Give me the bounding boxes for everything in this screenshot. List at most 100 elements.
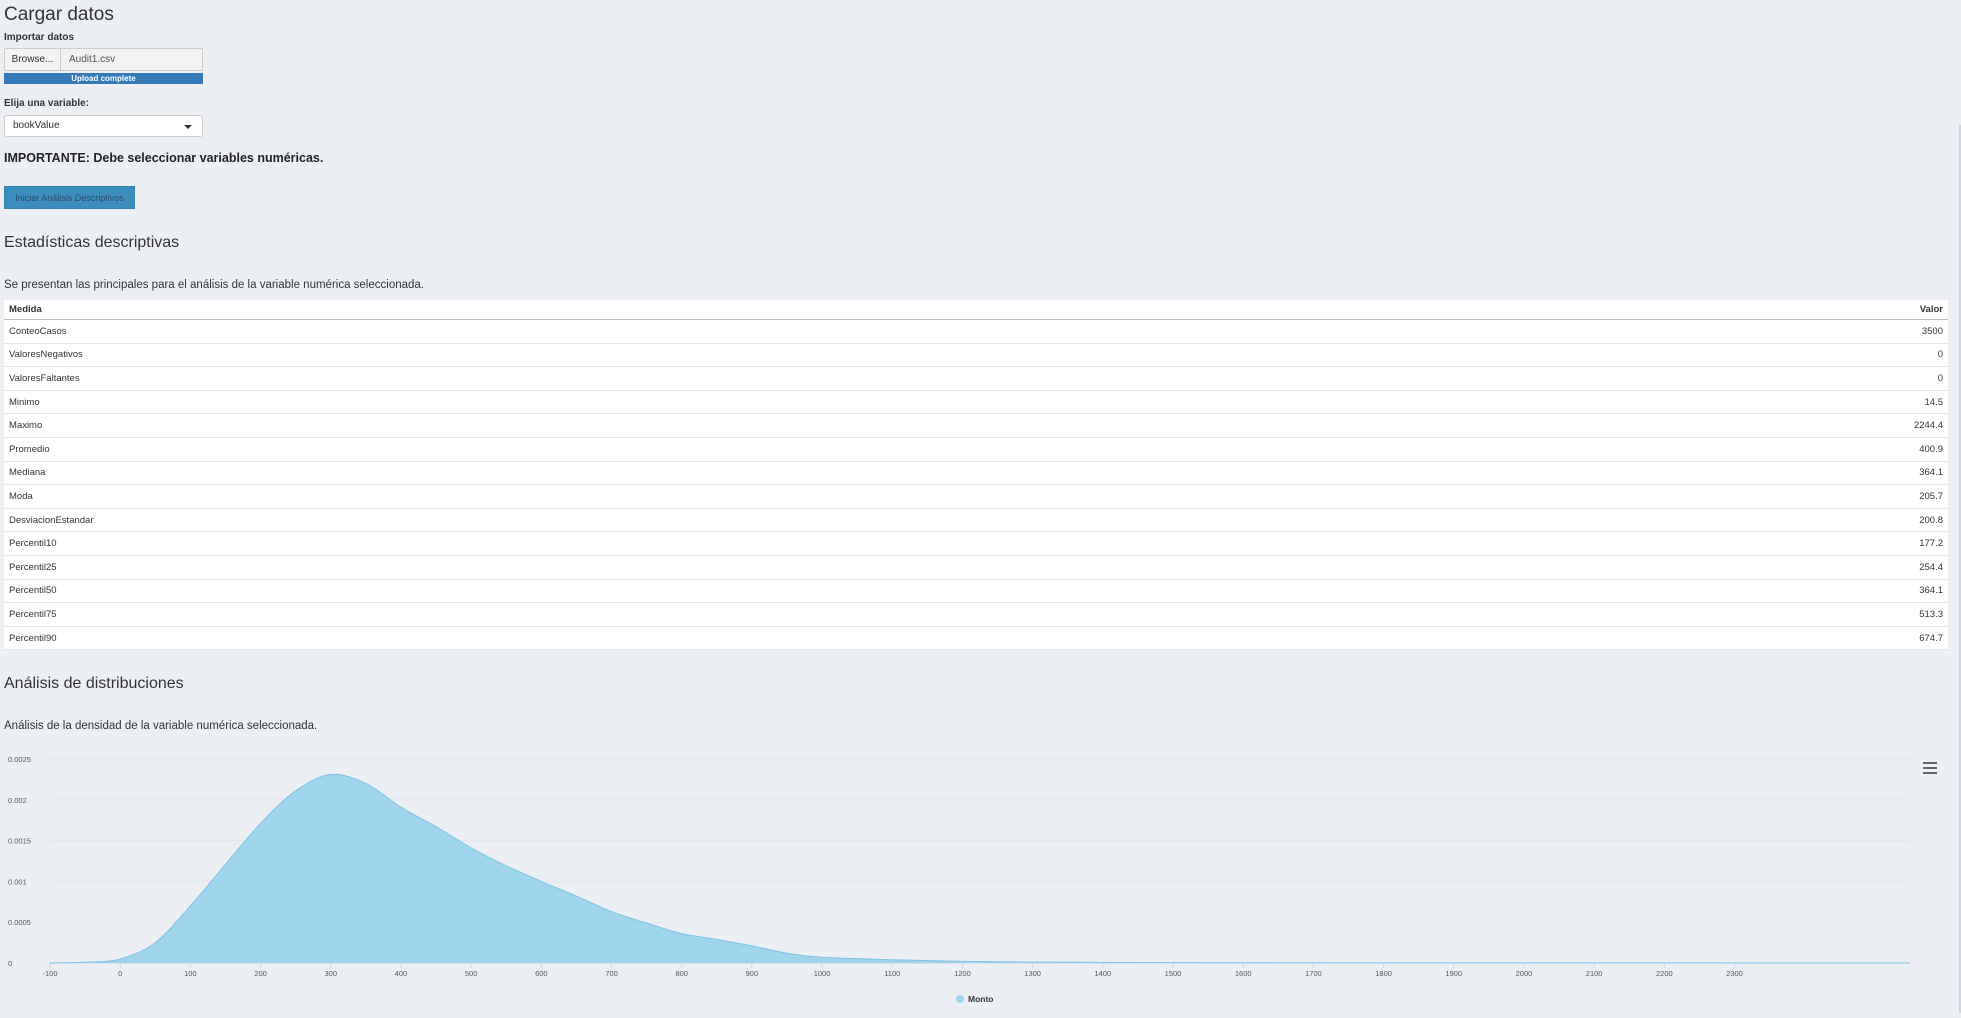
cell-valor: 400.9 bbox=[1919, 443, 1943, 455]
table-row: Minimo 14.5 bbox=[4, 391, 1948, 415]
y-tick-label: 0.002 bbox=[8, 796, 27, 805]
x-tick-label: -100 bbox=[42, 969, 57, 978]
table-row: Percentil75 513.3 bbox=[4, 603, 1948, 627]
important-note: IMPORTANTE: Debe seleccionar variables n… bbox=[4, 151, 324, 165]
cell-medida: Moda bbox=[9, 490, 33, 502]
chevron-down-icon bbox=[184, 125, 192, 129]
browse-button[interactable]: Browse... bbox=[4, 48, 61, 71]
density-chart: 0 0.0005 0.001 0.0015 0.002 0.0025 -100 0 100 200… bbox=[0, 748, 1957, 1013]
cell-valor: 177.2 bbox=[1919, 538, 1943, 550]
x-tick-label: 0 bbox=[118, 969, 122, 978]
table-row: Moda 205.7 bbox=[4, 485, 1948, 509]
y-tick-label: 0.001 bbox=[8, 877, 27, 886]
cell-medida: Percentil75 bbox=[9, 608, 57, 620]
x-tick-label: 2100 bbox=[1586, 969, 1603, 978]
density-area bbox=[50, 774, 1910, 963]
x-tick-label: 2200 bbox=[1656, 969, 1673, 978]
y-tick-label: 0 bbox=[8, 959, 12, 968]
cell-medida: Percentil10 bbox=[9, 538, 57, 550]
cell-medida: ConteoCasos bbox=[9, 325, 67, 337]
cell-valor: 14.5 bbox=[1924, 396, 1944, 408]
hamburger-menu-icon[interactable] bbox=[1923, 762, 1937, 774]
x-tick-label: 1000 bbox=[814, 969, 831, 978]
x-tick-label: 800 bbox=[675, 969, 688, 978]
variable-select-value: bookValue bbox=[13, 120, 60, 131]
cell-medida: Percentil25 bbox=[9, 561, 57, 573]
cell-medida: Percentil90 bbox=[9, 632, 57, 644]
cell-valor: 254.4 bbox=[1919, 561, 1943, 573]
x-tick-label: 1800 bbox=[1375, 969, 1392, 978]
x-tick-label: 700 bbox=[605, 969, 618, 978]
table-row: Percentil50 364.1 bbox=[4, 580, 1948, 604]
x-tick-label: 1300 bbox=[1024, 969, 1041, 978]
x-tick-label: 1900 bbox=[1445, 969, 1462, 978]
stats-table: Medida Valor ConteoCasos 3500 ValoresNegat… bbox=[4, 300, 1948, 651]
cell-medida: ValoresFaltantes bbox=[9, 372, 80, 384]
file-input[interactable]: Browse... Audit1.csv bbox=[4, 48, 203, 71]
import-label: Importar datos bbox=[4, 32, 75, 43]
cell-medida: Mediana bbox=[9, 467, 46, 479]
table-row: Percentil25 254.4 bbox=[4, 556, 1948, 580]
x-tick-label: 200 bbox=[254, 969, 267, 978]
cell-valor: 674.7 bbox=[1919, 632, 1943, 644]
cell-medida: Promedio bbox=[9, 443, 50, 455]
upload-progress: Upload complete bbox=[4, 73, 203, 84]
x-tick-label: 500 bbox=[465, 969, 478, 978]
cell-valor: 2244.4 bbox=[1913, 420, 1943, 432]
column-header-valor: Valor bbox=[1919, 304, 1943, 315]
table-header-row: Medida Valor bbox=[4, 300, 1948, 320]
cell-valor: 0 bbox=[1937, 372, 1943, 384]
x-tick-label: 1100 bbox=[884, 969, 900, 978]
x-tick-label: 2000 bbox=[1516, 969, 1533, 978]
x-tick-label: 400 bbox=[395, 969, 408, 978]
x-tick-label: 300 bbox=[324, 969, 337, 978]
x-tick-label: 1700 bbox=[1305, 969, 1322, 978]
x-tick-label: 1500 bbox=[1165, 969, 1182, 978]
x-tick-label: 1400 bbox=[1094, 969, 1111, 978]
table-row: Mediana 364.1 bbox=[4, 462, 1948, 486]
cell-valor: 0 bbox=[1937, 349, 1943, 361]
cell-medida: Minimo bbox=[9, 396, 40, 408]
stats-section-title: Estadísticas descriptivas bbox=[4, 234, 180, 251]
cell-medida: Maximo bbox=[9, 420, 43, 432]
x-tick-label: 900 bbox=[746, 969, 759, 978]
start-analysis-button[interactable]: Iniciar Análisis Descriptivos bbox=[4, 186, 135, 209]
cell-medida: ValoresNegativos bbox=[9, 349, 83, 361]
x-tick-label: 1200 bbox=[954, 969, 971, 978]
table-row: Percentil10 177.2 bbox=[4, 532, 1948, 556]
density-line bbox=[49, 773, 1911, 964]
cell-medida: DesviacionEstandar bbox=[9, 514, 94, 526]
cell-valor: 513.3 bbox=[1919, 608, 1943, 620]
variable-select[interactable]: bookValue bbox=[4, 115, 203, 137]
dist-section-title: Análisis de distribuciones bbox=[4, 675, 184, 692]
legend-label: Monto bbox=[968, 994, 994, 1004]
upload-progress-bar: Upload complete bbox=[4, 73, 203, 84]
cell-medida: Percentil50 bbox=[9, 585, 57, 597]
cell-valor: 3500 bbox=[1921, 325, 1943, 337]
y-tick-label: 0.0015 bbox=[8, 837, 31, 846]
legend-marker bbox=[956, 995, 964, 1003]
column-header-medida: Medida bbox=[9, 304, 42, 315]
cell-valor: 200.8 bbox=[1919, 514, 1943, 526]
file-name-field[interactable]: Audit1.csv bbox=[61, 48, 203, 71]
density-chart-svg: 0 0.0005 0.001 0.0015 0.002 0.0025 -100 0 100 200… bbox=[8, 755, 1911, 1004]
cell-valor: 364.1 bbox=[1919, 467, 1943, 479]
cell-valor: 205.7 bbox=[1919, 490, 1943, 502]
y-tick-label: 0.0025 bbox=[8, 755, 31, 764]
table-row: ConteoCasos 3500 bbox=[4, 320, 1948, 344]
table-row: ValoresFaltantes 0 bbox=[4, 367, 1948, 391]
x-tick-label: 2300 bbox=[1726, 969, 1743, 978]
load-section-title: Cargar datos bbox=[4, 4, 114, 25]
stats-description: Se presentan las principales para el aná… bbox=[4, 279, 424, 291]
cell-valor: 364.1 bbox=[1919, 585, 1943, 597]
x-tick-label: 600 bbox=[535, 969, 548, 978]
table-row: Maximo 2244.4 bbox=[4, 414, 1948, 438]
variable-label: Elija una variable: bbox=[4, 98, 90, 109]
table-row: ValoresNegativos 0 bbox=[4, 344, 1948, 368]
x-tick-label: 1600 bbox=[1235, 969, 1252, 978]
dist-description: Análisis de la densidad de la variable n… bbox=[4, 720, 318, 732]
x-tick-label: 100 bbox=[184, 969, 197, 978]
y-tick-label: 0.0005 bbox=[8, 918, 31, 927]
table-row: DesviacionEstandar 200.8 bbox=[4, 509, 1948, 533]
scrollbar[interactable] bbox=[1959, 125, 1961, 1013]
